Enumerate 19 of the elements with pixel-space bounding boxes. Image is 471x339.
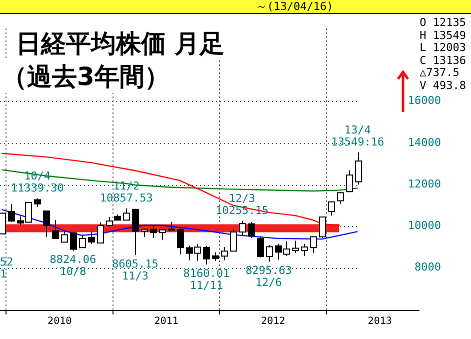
x-tick-label: 2012 bbox=[261, 316, 286, 327]
text: （過去3年間） bbox=[2, 60, 170, 93]
x-tick-label: 2011 bbox=[154, 316, 178, 327]
annotation: 13/4 13549:16 bbox=[331, 124, 384, 149]
x-tick-label: 2013 bbox=[368, 316, 392, 327]
y-tick-label: 8000 bbox=[414, 260, 441, 274]
annotation: 8605.15 11/3 bbox=[112, 258, 158, 283]
annotation: 8295.63 12/6 bbox=[245, 264, 292, 289]
x-tick-label: 2010 bbox=[48, 316, 72, 327]
text: ～(13/04/16) bbox=[256, 0, 334, 13]
y-tick-label: 10000 bbox=[408, 219, 441, 232]
annotation: 8160.01 11/11 bbox=[183, 266, 230, 292]
y-tick-label: 12000 bbox=[408, 177, 441, 190]
annotation: 52 1 bbox=[0, 255, 14, 280]
annotation: 8824.06 10/8 bbox=[50, 252, 96, 278]
text: O 12135 H 13549 L 12003 C 13136 △737.5 V 493.8 bbox=[420, 16, 466, 92]
y-tick-label: 14000 bbox=[408, 136, 441, 149]
y-tick-label: 16000 bbox=[408, 94, 441, 108]
chart-title: 日経平均株価 月足 bbox=[16, 27, 225, 60]
